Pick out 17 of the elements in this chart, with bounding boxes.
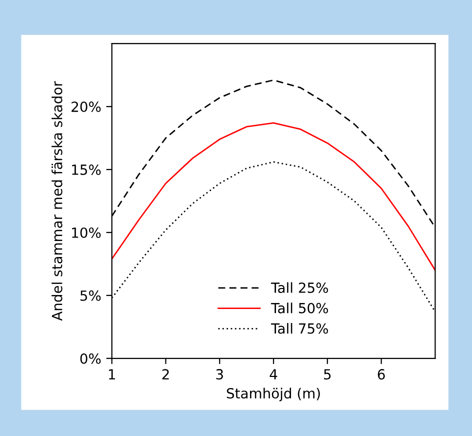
x-tick-label: 6 — [378, 369, 385, 380]
x-tick-label: 1 — [108, 369, 115, 380]
y-tick-label: 20% — [72, 102, 101, 112]
x-tick-label: 4 — [270, 369, 278, 380]
y-axis-title: Andel stammar med färska skador — [52, 81, 62, 321]
x-tick-label: 3 — [216, 369, 223, 380]
x-tick-label: 2 — [162, 369, 169, 380]
x-axis-title: Stamhöjd (m) — [226, 388, 320, 402]
y-tick-label: 15% — [72, 164, 101, 175]
x-tick-label: 5 — [324, 369, 331, 380]
y-tick-label: 10% — [72, 227, 101, 238]
legend-label: Tall 50% — [271, 302, 328, 314]
legend-label: Tall 25% — [271, 282, 328, 293]
y-tick-label: 0% — [80, 353, 101, 364]
legend-label: Tall 75% — [271, 323, 328, 334]
line-series — [112, 122, 436, 271]
y-tick-label: 5% — [80, 290, 101, 301]
